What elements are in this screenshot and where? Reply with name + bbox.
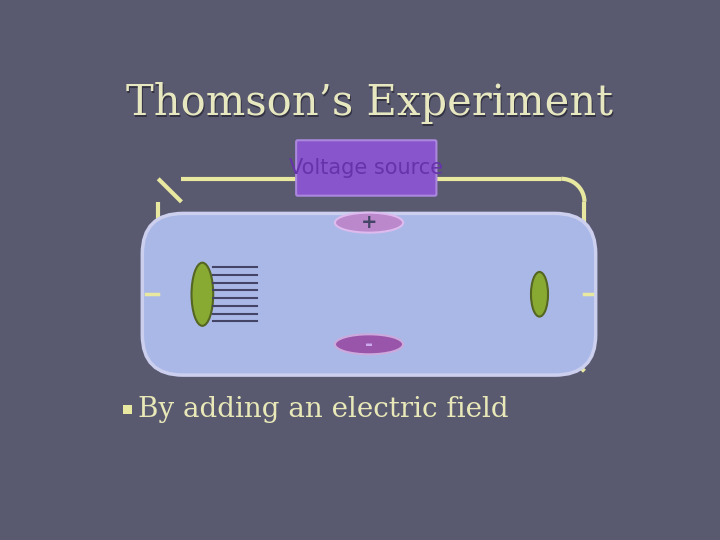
- Bar: [122, 405, 132, 414]
- Text: -: -: [365, 335, 373, 354]
- Ellipse shape: [192, 262, 213, 326]
- Text: Thomson’s Experiment: Thomson’s Experiment: [127, 84, 614, 126]
- FancyBboxPatch shape: [296, 140, 436, 195]
- Ellipse shape: [335, 334, 403, 354]
- Text: Voltage source: Voltage source: [289, 158, 444, 178]
- FancyBboxPatch shape: [143, 213, 595, 375]
- Ellipse shape: [531, 272, 548, 316]
- Text: Thomson’s Experiment: Thomson’s Experiment: [125, 82, 613, 124]
- Text: +: +: [361, 213, 377, 232]
- Text: By adding an electric field: By adding an electric field: [138, 396, 508, 423]
- Ellipse shape: [335, 213, 403, 233]
